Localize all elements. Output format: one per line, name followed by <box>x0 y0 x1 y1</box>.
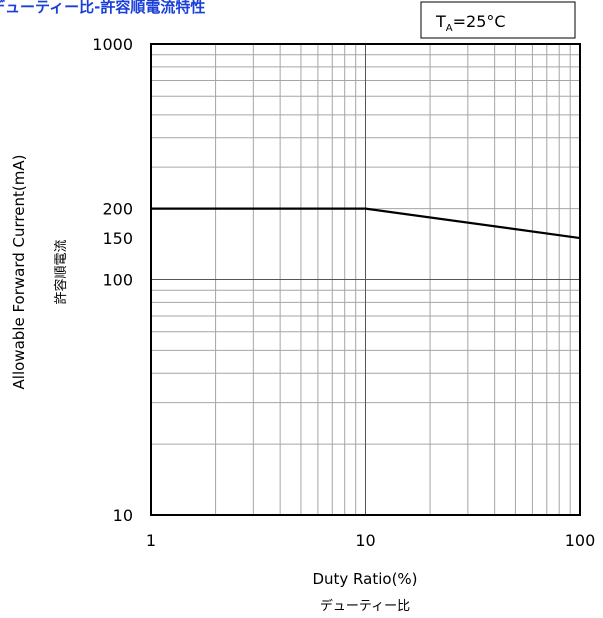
y-axis-title: Allowable Forward Current(mA) <box>10 155 28 390</box>
page-title: デューティー比-許容順電流特性 <box>0 0 205 16</box>
condition-prefix: T <box>435 12 446 31</box>
series-layer <box>151 207 581 240</box>
y-tick-label: 200 <box>102 200 133 219</box>
condition-subscript: A <box>446 23 453 34</box>
y-tick-label: 10 <box>113 506 133 525</box>
condition-label: TA=25°C <box>435 12 506 34</box>
x-tick-label: 1 <box>146 531 156 550</box>
y-tick-label: 100 <box>102 271 133 290</box>
grid <box>151 44 580 515</box>
x-axis-subtitle: デューティー比 <box>320 598 410 614</box>
y-axis-subtitle: 許容順電流 <box>53 239 69 304</box>
y-tick-label: 150 <box>102 229 133 248</box>
y-tick-labels: 10 100 150 200 1000 <box>92 35 133 525</box>
series-line <box>151 207 581 240</box>
condition-box-frame <box>420 1 576 39</box>
x-axis-title: Duty Ratio(%) <box>312 570 417 588</box>
y-tick-label: 1000 <box>92 35 133 54</box>
plot-frame <box>150 43 581 516</box>
condition-value: =25°C <box>453 12 506 31</box>
condition-box: TA=25°C <box>420 1 576 39</box>
x-tick-label: 10 <box>355 531 375 550</box>
x-tick-labels: 1 10 100 <box>146 531 595 550</box>
x-tick-label: 100 <box>565 531 596 550</box>
